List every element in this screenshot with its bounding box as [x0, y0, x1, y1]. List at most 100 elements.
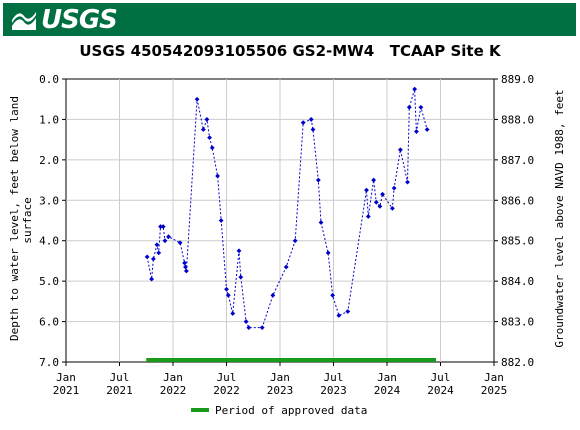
y2-tick-label: 888.0: [501, 113, 534, 126]
x-tick-year: 2021: [106, 384, 133, 397]
x-tick-label: Jul: [324, 371, 344, 384]
data-point: [336, 313, 342, 318]
data-point: [397, 147, 403, 153]
y2-tick-label: 885.0: [501, 235, 534, 248]
usgs-logo-text: USGS: [41, 4, 118, 35]
data-point: [166, 234, 171, 240]
usgs-banner: USGS: [3, 3, 576, 36]
data-point: [225, 292, 231, 298]
data-point: [144, 254, 150, 260]
data-point: [162, 238, 168, 244]
data-point: [236, 248, 242, 254]
data-point: [177, 240, 183, 246]
data-point: [406, 104, 412, 110]
data-point: [230, 311, 236, 316]
y-tick-label: 6.0: [39, 316, 59, 329]
usgs-logo: USGS: [11, 4, 118, 35]
data-point: [182, 260, 187, 266]
y-tick-label: 2.0: [39, 154, 59, 167]
data-point: [373, 199, 379, 205]
data-point: [200, 127, 206, 132]
data-point: [215, 173, 220, 179]
data-point: [380, 191, 385, 197]
x-tick-year: 2024: [374, 384, 401, 397]
y2-axis-label: Groundwater level above NAVD 1988, feet: [553, 89, 566, 347]
data-point: [150, 256, 156, 262]
data-point: [414, 129, 419, 134]
data-point: [389, 205, 395, 211]
x-tick-year: 2021: [53, 384, 80, 397]
legend: Period of approved data: [191, 404, 367, 417]
data-point: [207, 135, 212, 141]
x-tick-label: Jul: [217, 371, 237, 384]
data-point: [218, 218, 224, 223]
data-point: [292, 238, 298, 244]
data-point: [259, 325, 265, 331]
y2-tick-label: 887.0: [501, 154, 534, 167]
data-point: [158, 224, 163, 229]
chart-title: USGS 450542093105506 GS2-MW4 TCAAP Site …: [79, 42, 501, 60]
data-point: [183, 268, 189, 274]
data-point: [243, 319, 249, 324]
y2-tick-label: 884.0: [501, 275, 534, 288]
data-point: [283, 264, 289, 270]
data-point: [209, 145, 215, 151]
data-point: [224, 286, 229, 292]
data-point: [194, 96, 200, 102]
data-point: [308, 117, 314, 122]
x-tick-label: Jan: [56, 371, 76, 384]
data-point: [183, 264, 188, 270]
y-axis-label: Depth to water level, feet below land: [8, 96, 21, 341]
y2-tick-label: 883.0: [501, 316, 534, 329]
data-point: [300, 120, 306, 126]
x-tick-label: Jul: [431, 371, 451, 384]
data-point: [412, 86, 418, 92]
x-tick-year: 2025: [481, 384, 508, 397]
x-tick-year: 2023: [320, 384, 347, 397]
data-point: [204, 117, 210, 122]
data-point: [238, 274, 244, 280]
data-point: [391, 185, 397, 191]
x-tick-year: 2022: [160, 384, 187, 397]
data-point: [325, 250, 331, 256]
x-tick-label: Jul: [110, 371, 130, 384]
data-point: [418, 104, 424, 110]
y-axis-label-line2: surface: [21, 197, 34, 243]
data-point: [318, 220, 324, 225]
data-point: [345, 309, 351, 314]
legend-label: Period of approved data: [215, 404, 367, 417]
data-point: [310, 127, 316, 132]
y2-tick-label: 889.0: [501, 73, 534, 86]
data-point: [154, 242, 160, 248]
x-tick-year: 2024: [427, 384, 454, 397]
y-tick-label: 4.0: [39, 235, 59, 248]
y-tick-label: 1.0: [39, 113, 59, 126]
x-tick-label: Jan: [270, 371, 290, 384]
data-point: [270, 292, 276, 298]
x-tick-label: Jan: [377, 371, 397, 384]
y-tick-label: 7.0: [39, 356, 59, 369]
data-point: [246, 325, 252, 331]
y2-tick-label: 882.0: [501, 356, 534, 369]
y-tick-label: 5.0: [39, 275, 59, 288]
y2-tick-label: 886.0: [501, 194, 534, 207]
data-point: [405, 179, 410, 185]
data-point: [424, 127, 430, 132]
data-point: [330, 292, 336, 298]
data-point: [365, 214, 371, 219]
data-point: [149, 276, 154, 282]
data-point: [315, 177, 321, 183]
series-layer: [144, 86, 430, 331]
y-tick-label: 3.0: [39, 194, 59, 207]
usgs-wave-icon: [12, 11, 36, 30]
data-point: [371, 177, 377, 183]
data-point: [364, 187, 369, 193]
axis-ticks: 0.0 889.0 1.0 888.0 2.0 887.0 3.0 886.0 4.0 885.0…: [39, 73, 534, 397]
y-tick-label: 0.0: [39, 73, 59, 86]
data-point: [156, 250, 162, 256]
x-tick-label: Jan: [484, 371, 504, 384]
x-tick-year: 2022: [213, 384, 240, 397]
data-point: [377, 203, 383, 209]
x-tick-label: Jan: [163, 371, 183, 384]
